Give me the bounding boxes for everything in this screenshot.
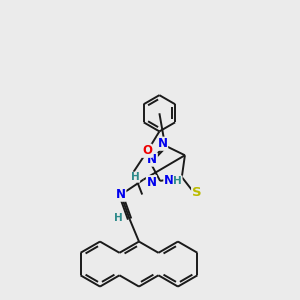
Text: N: N (146, 176, 157, 189)
Text: N: N (164, 174, 174, 188)
Text: N: N (147, 153, 157, 166)
Text: H: H (131, 172, 140, 182)
Text: H: H (173, 176, 182, 186)
Text: H: H (114, 213, 123, 224)
Text: O: O (142, 144, 152, 157)
Text: S: S (192, 186, 201, 199)
Text: N: N (158, 137, 168, 150)
Text: N: N (116, 188, 126, 201)
